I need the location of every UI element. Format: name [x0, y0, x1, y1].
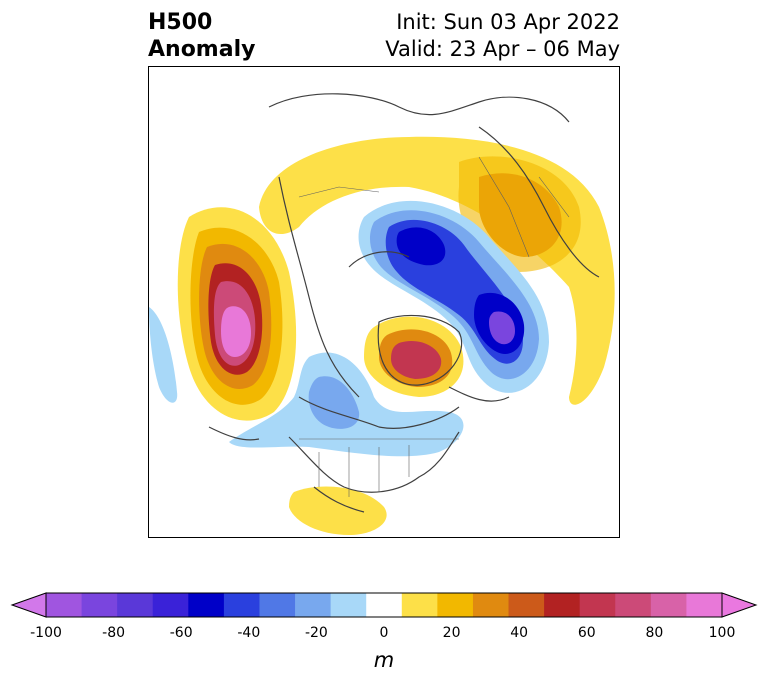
colorbar-segment [686, 593, 723, 617]
colorbar-tick-label: 20 [442, 625, 461, 641]
colorbar-tick-label: 100 [708, 625, 736, 641]
colorbar-extend-max [721, 592, 758, 618]
init-time: Init: Sun 03 Apr 2022 [396, 10, 620, 34]
colorbar-segment [437, 593, 474, 617]
anomaly-positive-hudson-core [391, 340, 442, 379]
map-title: H500 Anomaly [148, 9, 255, 63]
colorbar-segment [579, 593, 616, 617]
colorbar-segment [46, 593, 83, 617]
title-line-2: Anomaly [148, 37, 256, 62]
colorbar-tick-label: -20 [304, 625, 328, 641]
colorbar-extend-min [10, 592, 47, 618]
coastlines [208, 93, 600, 513]
colorbar-segment [650, 593, 687, 617]
colorbar-segment [117, 593, 154, 617]
colorbar-segment [152, 593, 189, 617]
map-panel [148, 66, 620, 538]
colorbar-segment [223, 593, 260, 617]
anomaly-negative-arctic-core-1 [396, 227, 446, 266]
colorbar-segment [472, 593, 510, 617]
colorbar-tick-label: 0 [379, 625, 389, 641]
anomaly-positive-gulf [289, 486, 387, 535]
anomaly-map [149, 93, 615, 535]
colorbar-tick-label: 80 [645, 625, 664, 641]
colorbar-unit: m [373, 648, 395, 672]
colorbar-tick-label: -60 [169, 625, 193, 641]
colorbar-segments [46, 593, 723, 617]
colorbar-segment [544, 593, 581, 617]
borders [298, 156, 570, 497]
colorbar [10, 592, 758, 618]
colorbar-tick-label: -40 [237, 625, 261, 641]
colorbar-tick-label: -100 [30, 625, 62, 641]
colorbar-segment [81, 593, 118, 617]
title-line-1: H500 [148, 10, 213, 35]
colorbar-tick-label: -80 [102, 625, 126, 641]
map-subtitle: Init: Sun 03 Apr 2022 Valid: 23 Apr – 06… [385, 9, 620, 63]
colorbar-segment [615, 593, 652, 617]
colorbar-segment [259, 593, 296, 617]
colorbar-segment [295, 593, 332, 617]
anomaly-negative-pacific-west [149, 307, 178, 403]
colorbar-outline [45, 592, 723, 618]
colorbar-segment [330, 593, 367, 617]
colorbar-tick-label: 40 [510, 625, 529, 641]
anomaly-negative-atlantic-peak [489, 311, 515, 345]
colorbar-segment [508, 593, 545, 617]
valid-time: Valid: 23 Apr – 06 May [385, 37, 620, 61]
anomaly-positive-pacific-core [221, 306, 251, 357]
colorbar-segment [366, 593, 403, 617]
colorbar-tick-label: 60 [577, 625, 596, 641]
colorbar-segment [401, 593, 438, 617]
colorbar-segment [188, 593, 225, 617]
